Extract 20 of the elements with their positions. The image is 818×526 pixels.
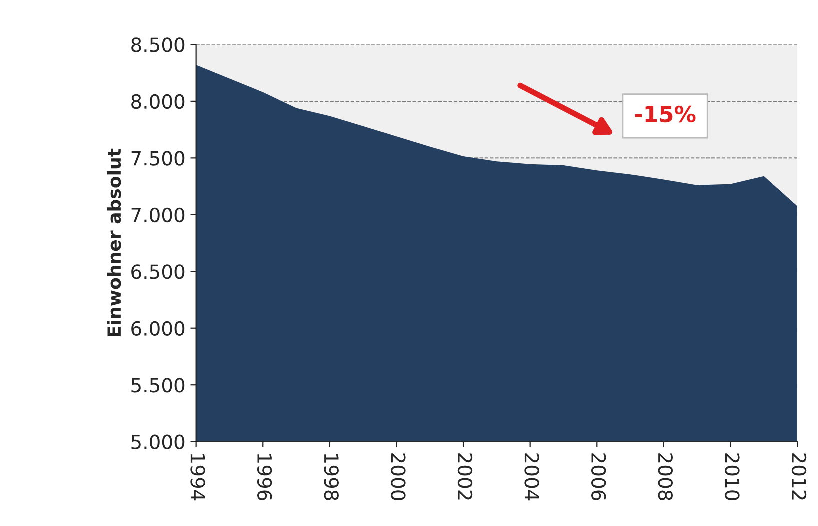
- x-tick-label: 2006: [592, 454, 606, 501]
- x-tick-label: 2012: [792, 454, 807, 500]
- x-tick-label: 2010: [725, 454, 740, 500]
- x-tick-label: 1996: [257, 454, 272, 501]
- x-tick-label: 1994: [190, 454, 206, 501]
- y-tick-label: 6.000: [132, 321, 185, 336]
- y-tick-label: 5.500: [132, 378, 185, 393]
- x-tick-label: 2008: [658, 454, 674, 500]
- y-tick-label: 8.000: [132, 94, 185, 110]
- y-tick-label: 5.000: [132, 434, 185, 450]
- x-tick-label: 2000: [391, 454, 406, 500]
- y-tick-label: 7.500: [132, 151, 185, 166]
- y-tick-label: 7.000: [132, 208, 185, 223]
- x-tick-label: 2004: [524, 454, 540, 501]
- x-tick-label: 1998: [324, 454, 339, 500]
- y-axis-title: Einwohner absolut: [107, 148, 122, 336]
- y-tick-label: 6.500: [132, 264, 185, 280]
- annotation: -15%: [635, 106, 696, 123]
- x-tick-label: 2002: [458, 454, 473, 500]
- y-tick-label: 8.500: [132, 38, 185, 52]
